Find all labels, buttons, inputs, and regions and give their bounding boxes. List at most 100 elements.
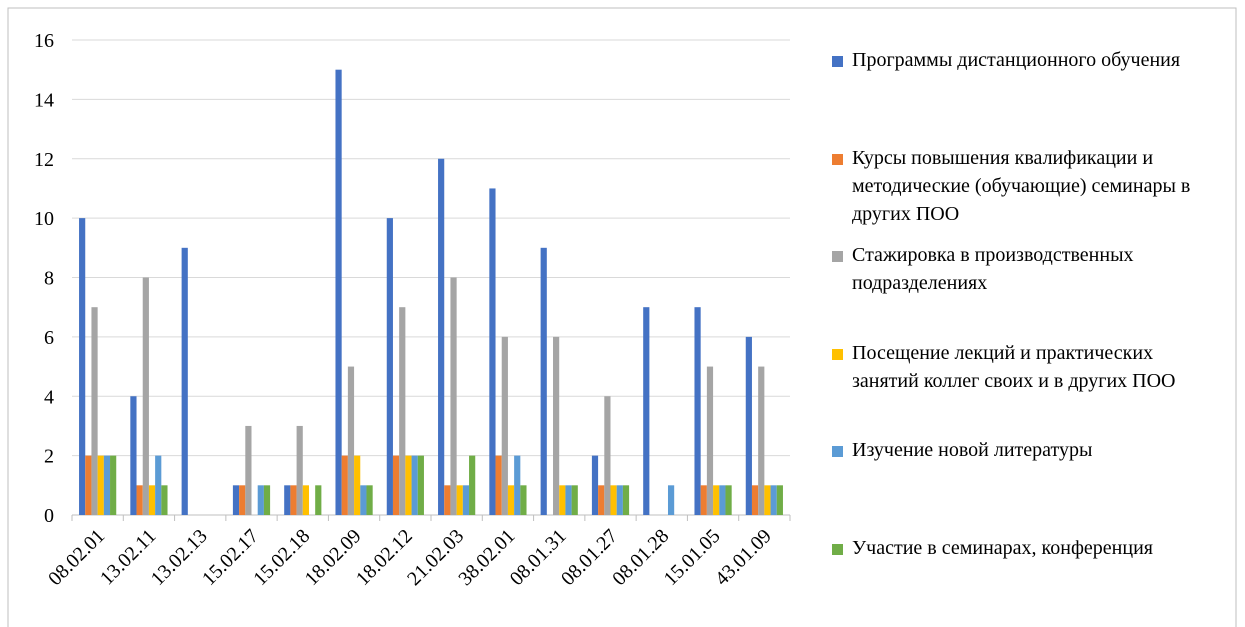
bar bbox=[758, 366, 765, 515]
bar bbox=[257, 485, 264, 515]
bar bbox=[232, 485, 240, 515]
bar bbox=[622, 485, 630, 515]
bar bbox=[360, 485, 367, 515]
bar bbox=[604, 396, 611, 515]
legend-label: Программы дистанционного обучения bbox=[852, 49, 1181, 71]
bar bbox=[507, 485, 515, 515]
bar bbox=[438, 158, 445, 515]
bar bbox=[706, 366, 714, 515]
bar bbox=[239, 485, 246, 515]
bar bbox=[667, 485, 675, 515]
bar bbox=[354, 455, 361, 515]
bar bbox=[110, 455, 117, 515]
legend-swatch bbox=[832, 446, 843, 457]
legend-item: Изучение новой литературы bbox=[832, 436, 1202, 464]
bar bbox=[501, 336, 508, 515]
bar bbox=[97, 455, 104, 515]
bar bbox=[148, 485, 156, 515]
bar bbox=[751, 485, 759, 515]
bar bbox=[745, 336, 752, 515]
bar bbox=[553, 336, 560, 515]
frame bbox=[7, 7, 1237, 627]
y-tick-label: 16 bbox=[34, 30, 54, 52]
bar bbox=[341, 455, 348, 515]
legend-swatch bbox=[832, 56, 843, 67]
bar bbox=[565, 485, 572, 515]
bar bbox=[181, 247, 188, 515]
y-tick-label: 4 bbox=[44, 386, 54, 408]
bar bbox=[155, 455, 162, 515]
bar bbox=[417, 455, 424, 515]
y-tick-label: 2 bbox=[44, 446, 54, 468]
bar bbox=[469, 455, 476, 515]
bar bbox=[263, 485, 271, 515]
legend-swatch bbox=[832, 153, 843, 165]
y-tick-label: 0 bbox=[44, 505, 54, 527]
bar bbox=[598, 485, 605, 515]
bar bbox=[399, 307, 406, 515]
bar bbox=[514, 455, 521, 515]
legend-label: Изучение новой литературы bbox=[852, 439, 1093, 461]
bar bbox=[700, 485, 707, 515]
legend-item: Курсы повышения квалификации и методичес… bbox=[832, 144, 1202, 228]
bar bbox=[335, 69, 342, 515]
y-tick-label: 10 bbox=[34, 208, 54, 230]
bar bbox=[130, 396, 137, 515]
legend-item: Программы дистанционного обучения bbox=[832, 46, 1202, 74]
bar bbox=[161, 485, 168, 515]
bar bbox=[643, 307, 650, 515]
legend-item: Посещение лекций и практических занятий … bbox=[832, 339, 1202, 395]
bar bbox=[296, 425, 303, 515]
bar bbox=[290, 485, 297, 515]
bar bbox=[284, 485, 291, 515]
bar bbox=[91, 307, 98, 515]
y-tick-label: 12 bbox=[34, 149, 54, 171]
legend-label: Курсы повышения квалификации и методичес… bbox=[852, 146, 1191, 225]
bar bbox=[591, 455, 599, 515]
bar bbox=[347, 366, 355, 515]
bar bbox=[450, 277, 457, 515]
bar bbox=[764, 485, 771, 515]
bar bbox=[462, 485, 470, 515]
bar bbox=[770, 485, 777, 515]
bar bbox=[456, 485, 463, 515]
bar bbox=[776, 485, 783, 515]
bar bbox=[520, 485, 527, 515]
bar bbox=[616, 485, 623, 515]
y-tick-label: 14 bbox=[34, 89, 54, 111]
bar bbox=[540, 247, 547, 515]
bar bbox=[489, 188, 496, 515]
bar bbox=[444, 485, 451, 515]
bar bbox=[245, 425, 252, 515]
bar bbox=[713, 485, 720, 515]
bar bbox=[315, 485, 322, 515]
bar bbox=[610, 485, 617, 515]
bar bbox=[85, 455, 92, 515]
bar bbox=[136, 485, 143, 515]
legend-swatch bbox=[832, 543, 843, 555]
bar bbox=[302, 485, 309, 515]
y-tick-label: 8 bbox=[44, 268, 54, 290]
bar bbox=[386, 218, 393, 515]
bar bbox=[571, 485, 578, 515]
bar bbox=[142, 277, 149, 515]
bar bbox=[495, 455, 502, 515]
bar bbox=[366, 485, 373, 515]
bar bbox=[694, 307, 701, 515]
legend-item: Участие в семинарах, конференция bbox=[832, 534, 1202, 562]
legend-item: Стажировка в производственных подразделе… bbox=[832, 241, 1202, 297]
bar bbox=[559, 485, 566, 515]
bar bbox=[79, 218, 86, 515]
legend-label: Посещение лекций и практических занятий … bbox=[852, 341, 1176, 392]
bar bbox=[405, 455, 412, 515]
legend-label: Стажировка в производственных подразделе… bbox=[852, 244, 1134, 294]
legend-swatch bbox=[832, 251, 843, 262]
y-tick-label: 6 bbox=[44, 327, 54, 349]
bar bbox=[103, 455, 111, 515]
legend-label: Участие в семинарах, конференция bbox=[852, 536, 1153, 559]
bar bbox=[392, 455, 400, 515]
bar bbox=[725, 485, 732, 515]
bar bbox=[411, 455, 418, 515]
